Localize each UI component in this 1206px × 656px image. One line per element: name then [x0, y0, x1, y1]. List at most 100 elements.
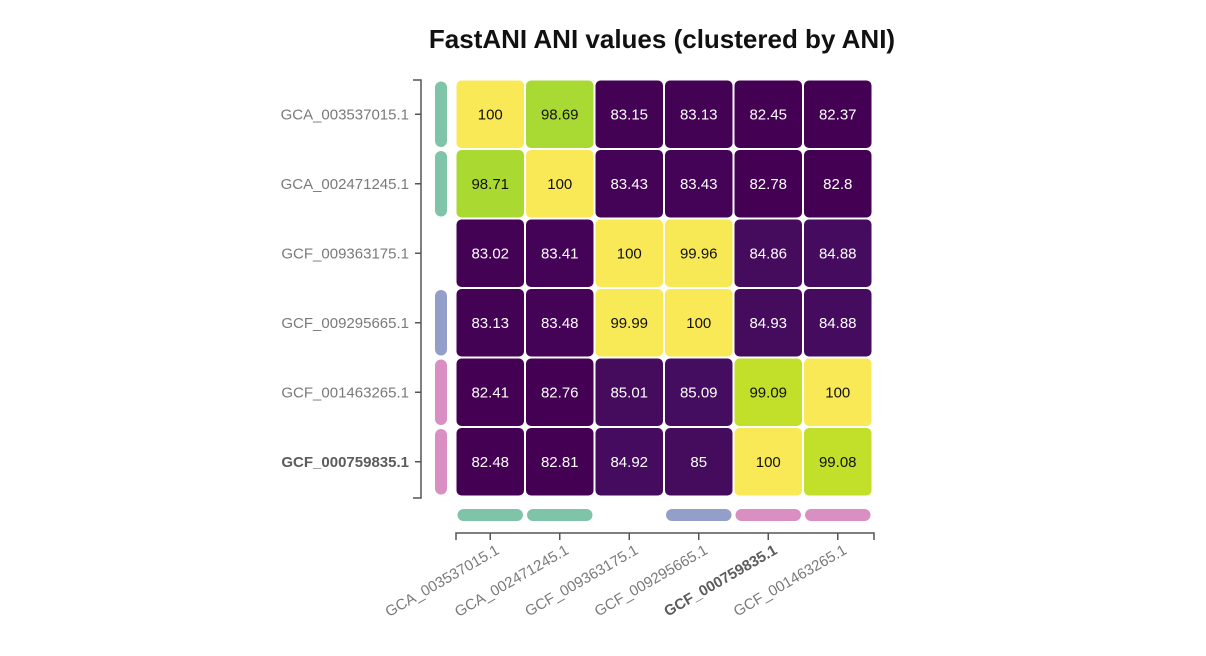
heatmap-cell — [734, 428, 802, 496]
heatmap-cells: 100 98.69 83.15 83.13 82.45 82.37 98.71 100 83.4… — [456, 80, 872, 496]
cell-value-label: 100 — [547, 176, 572, 193]
cell-value-label: 82.37 — [819, 106, 857, 123]
cell-value-label: 82.48 — [471, 454, 509, 471]
cell-value-label: 99.09 — [749, 384, 787, 401]
heatmap-cell — [456, 150, 524, 218]
cell-value-label: 85 — [690, 454, 707, 471]
heatmap-cell — [526, 219, 594, 287]
heatmap-cell — [804, 289, 872, 357]
cell-value-label: 99.96 — [680, 245, 718, 262]
cell-value-label: 99.08 — [819, 454, 857, 471]
cell-value-label: 83.48 — [541, 315, 579, 332]
heatmap-cell — [665, 289, 733, 357]
x-axis: GCA_003537015.1GCA_002471245.1GCF_009363… — [383, 532, 875, 621]
heatmap-cell — [456, 428, 524, 496]
heatmap-cell — [665, 219, 733, 287]
cell-value-label: 84.88 — [819, 315, 857, 332]
heatmap-cell — [526, 428, 594, 496]
cell-value-label: 99.99 — [610, 315, 648, 332]
row-group-strip — [435, 151, 447, 217]
column-group-strip — [527, 509, 593, 521]
cell-value-label: 82.8 — [823, 176, 852, 193]
row-group-strip — [435, 290, 447, 356]
cell-value-label: 84.93 — [749, 315, 787, 332]
cell-value-label: 82.45 — [749, 106, 787, 123]
x-axis-line — [455, 532, 875, 540]
cell-value-label: 84.92 — [610, 454, 648, 471]
cell-value-label: 83.43 — [680, 176, 718, 193]
heatmap-cell — [595, 219, 663, 287]
heatmap-cell — [665, 80, 733, 148]
x-tick-label: GCF_009295665.1 — [592, 542, 711, 621]
row-group-strip — [435, 429, 447, 495]
heatmap-cell — [665, 428, 733, 496]
y-tick-label: GCF_009363175.1 — [281, 245, 409, 262]
cell-value-label: 83.43 — [610, 176, 648, 193]
heatmap-cell — [734, 219, 802, 287]
heatmap-cell — [526, 150, 594, 218]
heatmap-cell — [734, 358, 802, 426]
heatmap-cell — [734, 150, 802, 218]
heatmap-cell — [595, 150, 663, 218]
x-tick-label: GCF_009363175.1 — [522, 542, 641, 621]
heatmap-cell — [595, 358, 663, 426]
cell-value-label: 82.41 — [471, 384, 509, 401]
heatmap-cell — [595, 289, 663, 357]
heatmap-cell — [456, 80, 524, 148]
cell-value-label: 85.01 — [610, 384, 648, 401]
cell-value-label: 84.88 — [819, 245, 857, 262]
heatmap-cell — [734, 289, 802, 357]
column-group-strip — [735, 509, 801, 521]
heatmap-cell — [804, 428, 872, 496]
column-group-strip — [457, 509, 523, 521]
row-group-strip — [435, 359, 447, 425]
x-tick-label: GCF_001463265.1 — [731, 542, 850, 621]
heatmap-cell — [456, 358, 524, 426]
heatmap-cell — [665, 150, 733, 218]
heatmap-cell — [526, 358, 594, 426]
x-tick-label: GCF_000759835.1 — [661, 542, 780, 621]
cell-value-label: 98.69 — [541, 106, 579, 123]
cell-value-label: 83.02 — [471, 245, 509, 262]
cell-value-label: 83.15 — [610, 106, 648, 123]
heatmap-cell — [526, 289, 594, 357]
heatmap-cell — [804, 219, 872, 287]
y-tick-label: GCA_003537015.1 — [281, 106, 409, 123]
heatmap-cell — [804, 150, 872, 218]
column-group-strip — [666, 509, 732, 521]
cell-value-label: 83.13 — [680, 106, 718, 123]
x-tick-label: GCA_003537015.1 — [383, 542, 503, 621]
cell-value-label: 85.09 — [680, 384, 718, 401]
cell-value-label: 83.41 — [541, 245, 579, 262]
cell-value-label: 82.78 — [749, 176, 787, 193]
heatmap-cell — [804, 358, 872, 426]
x-tick-label: GCA_002471245.1 — [452, 542, 572, 621]
cell-value-label: 82.76 — [541, 384, 579, 401]
cell-value-label: 100 — [825, 384, 850, 401]
cell-value-label: 84.86 — [749, 245, 787, 262]
y-tick-label: GCF_009295665.1 — [281, 315, 409, 332]
y-tick-label: GCA_002471245.1 — [281, 176, 409, 193]
heatmap-cell — [665, 358, 733, 426]
cell-value-label: 100 — [617, 245, 642, 262]
chart-title: FastANI ANI values (clustered by ANI) — [429, 24, 895, 54]
heatmap-cell — [595, 80, 663, 148]
y-tick-label: GCF_001463265.1 — [281, 384, 409, 401]
cell-value-label: 100 — [686, 315, 711, 332]
column-group-strips — [457, 509, 871, 521]
row-group-strips — [435, 81, 447, 495]
heatmap-cell — [734, 80, 802, 148]
cell-value-label: 98.71 — [471, 176, 509, 193]
cell-value-label: 83.13 — [471, 315, 509, 332]
cell-value-label: 100 — [756, 454, 781, 471]
heatmap-cell — [595, 428, 663, 496]
heatmap-cell — [526, 80, 594, 148]
y-axis-line — [413, 79, 422, 499]
heatmap-cell — [456, 289, 524, 357]
heatmap-cell — [456, 219, 524, 287]
y-axis: GCA_003537015.1 GCA_002471245.1 GCF_009363… — [281, 79, 422, 499]
cell-value-label: 82.81 — [541, 454, 579, 471]
heatmap-cell — [804, 80, 872, 148]
cell-value-label: 100 — [478, 106, 503, 123]
